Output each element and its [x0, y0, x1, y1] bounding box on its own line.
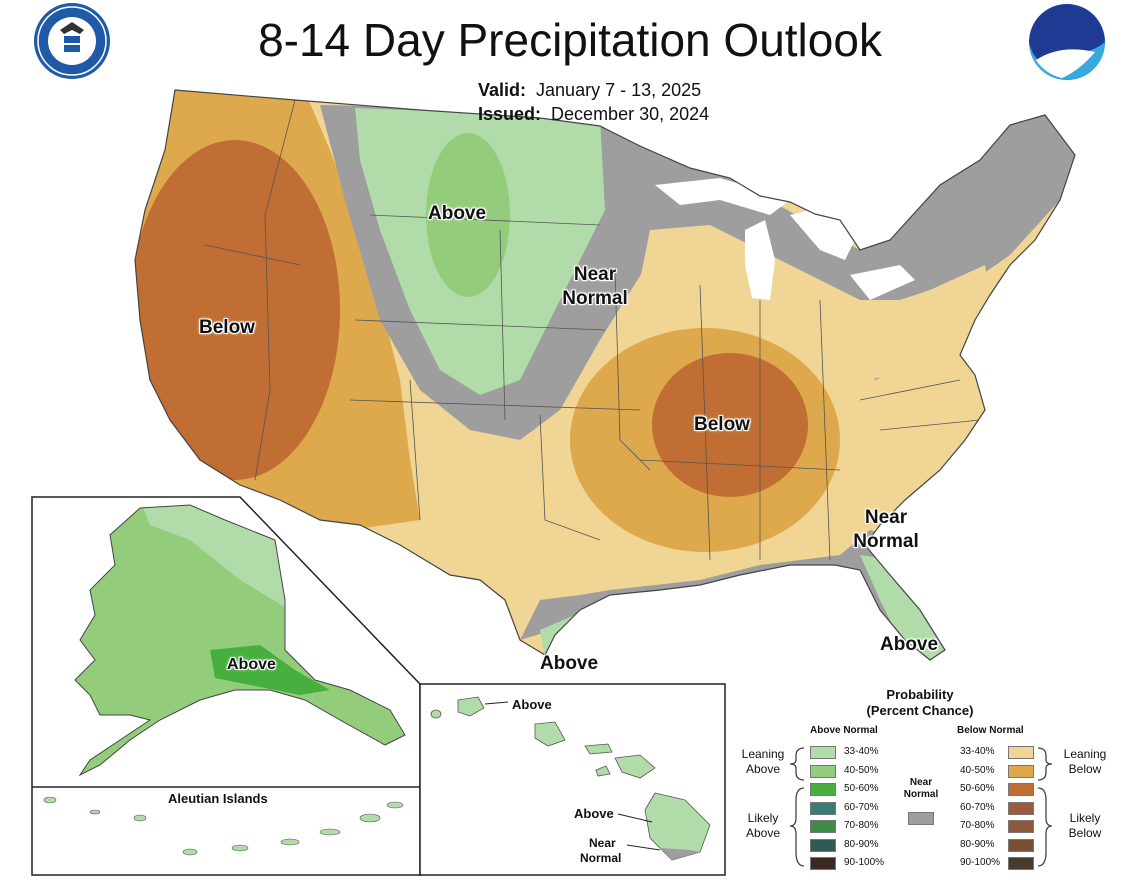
- legend-likely-below-1: Likely: [1069, 811, 1101, 825]
- legend-above-swatch-7: [810, 857, 836, 870]
- legend-below-swatch-3: [1008, 783, 1034, 796]
- legend-title-line1: Probability: [886, 687, 954, 702]
- legend-above-label-3: 50-60%: [844, 783, 879, 794]
- legend-below-header: Below Normal: [957, 725, 1024, 736]
- lake-superior: [655, 178, 790, 215]
- page-title: 8-14 Day Precipitation Outlook: [258, 14, 882, 66]
- legend-above-label-5: 70-80%: [844, 820, 879, 831]
- aleutian-islands: [43, 796, 404, 856]
- legend-below-swatch-6: [1008, 838, 1034, 852]
- valid-dates: January 7 - 13, 2025: [536, 80, 702, 100]
- label-west-below: Below: [199, 317, 255, 338]
- legend-above-swatch-5: [810, 820, 836, 833]
- legend-near-normal-label: Near Normal: [896, 777, 946, 801]
- midsouth-below-50: [652, 353, 808, 497]
- valid-label: Valid:: [478, 80, 527, 100]
- legend-below-label-5: 70-80%: [960, 820, 995, 831]
- legend-above-swatch-1: [810, 746, 836, 759]
- legend-likely-above: Likely Above: [728, 811, 798, 841]
- legend-braces: [789, 747, 1053, 867]
- alaska-outline: [74, 504, 406, 777]
- hawaii-islands: [430, 696, 711, 861]
- legend-near-normal-swatch: [908, 812, 934, 825]
- commerce-seal-icon: [34, 3, 110, 79]
- label-southeast-near-1: Near: [864, 507, 908, 528]
- legend-above-label-1: 33-40%: [844, 746, 879, 757]
- label-florida-above: Above: [880, 634, 939, 655]
- plains-above-40: [426, 133, 510, 297]
- west-below-50: [135, 140, 340, 480]
- legend-above-swatch-4: [810, 801, 836, 815]
- legend-below-label-6: 80-90%: [960, 838, 995, 850]
- lake-michigan: [745, 220, 775, 300]
- hawaii-pointer-near: [626, 844, 661, 851]
- label-alaska-above: Above: [227, 656, 276, 673]
- noaa-logo-icon: [1029, 4, 1105, 80]
- legend-leaning-below: Leaning Below: [1050, 747, 1120, 777]
- label-plains-above: Above: [428, 203, 487, 224]
- legend-above-swatch-2: [810, 764, 836, 778]
- legend-above-label-7: 90-100%: [844, 857, 885, 868]
- legend-likely-below: Likely Below: [1050, 811, 1120, 841]
- conus-outline: [134, 89, 1076, 661]
- label-midwest-near-1: Near: [573, 264, 617, 285]
- legend-below-swatch-4: [1008, 801, 1034, 815]
- legend-below-label-3: 50-60%: [960, 783, 995, 794]
- legend-above-label-6: 80-90%: [844, 838, 879, 850]
- legend-above-label-4: 60-70%: [844, 801, 879, 813]
- label-hawaii-near-1: Near: [589, 836, 616, 850]
- legend-below-swatch-7: [1008, 857, 1034, 870]
- label-hawaii-above-big: Above: [574, 806, 614, 821]
- aleutians-title: Aleutian Islands: [168, 791, 268, 806]
- hawaii-pointer-big-island: [617, 813, 653, 823]
- legend-below-swatch-5: [1008, 820, 1034, 833]
- legend-title: Probability (Percent Chance): [860, 687, 980, 719]
- florida-above: [860, 555, 950, 660]
- legend-leaning-above-2: Above: [745, 762, 781, 776]
- legend-title-line2: (Percent Chance): [866, 703, 974, 718]
- legend-below-label-7: 90-100%: [960, 857, 1001, 868]
- state-borders: [204, 99, 981, 561]
- valid-row: Valid: January 7 - 13, 2025: [478, 79, 701, 101]
- label-southeast-near-2: Normal: [853, 531, 919, 552]
- legend-below-label-1: 33-40%: [960, 746, 995, 757]
- legend-likely-above-1: Likely: [747, 811, 779, 825]
- legend-near-2: Normal: [903, 789, 939, 800]
- label-hawaii-near-2: Normal: [580, 851, 622, 865]
- legend-above-swatch-6: [810, 838, 836, 852]
- issued-row: Issued: December 30, 2024: [478, 103, 709, 125]
- issued-date: December 30, 2024: [551, 104, 710, 124]
- legend-leaning-below-2: Below: [1068, 762, 1102, 776]
- legend-likely-below-2: Below: [1068, 826, 1102, 840]
- legend-below-label-2: 40-50%: [960, 764, 995, 776]
- legend-below-swatch-2: [1008, 764, 1034, 778]
- label-midsouth-below: Below: [694, 414, 750, 435]
- legend-below-swatch-1: [1008, 746, 1034, 759]
- gulf-near-normal: [520, 530, 945, 660]
- alaska-above-50: [210, 645, 330, 695]
- label-midwest-near-2: Normal: [562, 288, 628, 309]
- legend-above-swatch-3: [810, 783, 836, 796]
- label-hawaii-above-north: Above: [512, 697, 552, 712]
- legend-above-label-2: 40-50%: [844, 764, 879, 776]
- hawaii-near-normal: [660, 848, 700, 860]
- legend-below-label-4: 60-70%: [960, 801, 995, 813]
- issued-label: Issued:: [478, 104, 542, 124]
- legend-near-1: Near: [909, 777, 933, 788]
- legend-above-header: Above Normal: [810, 725, 878, 736]
- hawaii-pointer-north: [484, 701, 509, 705]
- legend-likely-above-2: Above: [745, 826, 781, 840]
- lake-erie: [850, 265, 915, 300]
- label-texas-above: Above: [540, 653, 599, 674]
- legend-leaning-below-1: Leaning: [1063, 747, 1107, 761]
- legend-leaning-above: Leaning Above: [728, 747, 798, 777]
- legend-leaning-above-1: Leaning: [741, 747, 785, 761]
- ohio-leaning-below: [640, 225, 990, 380]
